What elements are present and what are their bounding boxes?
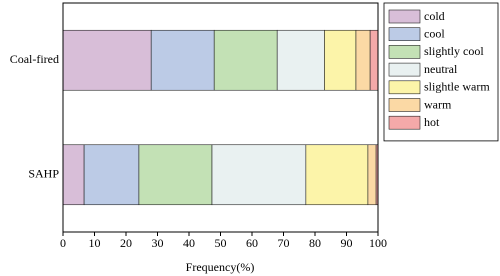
legend-label: neutral — [424, 62, 458, 76]
legend-swatch — [388, 62, 421, 77]
bar-segment — [83, 144, 140, 206]
bar-segment — [276, 29, 325, 91]
legend-label: cold — [424, 9, 445, 23]
x-tick-label: 10 — [89, 236, 101, 250]
legend-swatch — [388, 9, 421, 24]
x-tick-label: 50 — [215, 236, 227, 250]
legend-label: warm — [424, 97, 452, 111]
y-tick-label: Coal-fired — [10, 52, 59, 66]
x-axis-label: Frequency(%) — [186, 260, 255, 274]
x-tick-label: 60 — [246, 236, 258, 250]
x-tick-label: 20 — [120, 236, 132, 250]
bar-segment — [305, 144, 369, 206]
legend-swatch — [388, 27, 421, 42]
x-tick-label: 0 — [60, 236, 66, 250]
bar-segment — [62, 29, 152, 91]
legend-label: cool — [424, 26, 445, 40]
legend-label: hot — [424, 115, 440, 129]
bar-segment — [355, 29, 371, 91]
y-tick-label: SAHP — [28, 167, 59, 181]
x-tick-label: 40 — [183, 236, 195, 250]
bar-segment — [369, 29, 379, 91]
legend-swatch — [388, 98, 421, 112]
legend-swatch — [388, 45, 421, 59]
legend-swatch — [388, 80, 421, 95]
bar-segment — [211, 144, 307, 206]
legend-label: slightle warm — [424, 80, 490, 94]
bar-segment — [150, 29, 215, 91]
x-tick-label: 30 — [152, 236, 164, 250]
bar-segment — [138, 144, 213, 206]
x-tick-label: 70 — [278, 236, 290, 250]
x-tick-label: 90 — [341, 236, 353, 250]
bar-segment — [213, 29, 278, 91]
x-tick-label: 100 — [369, 236, 387, 250]
legend-label: slightly cool — [424, 44, 484, 58]
x-tick-label: 80 — [309, 236, 321, 250]
bar-segment — [62, 144, 85, 206]
legend-swatch — [388, 115, 421, 130]
bar-segment — [367, 144, 377, 206]
bar-segment — [324, 29, 357, 91]
